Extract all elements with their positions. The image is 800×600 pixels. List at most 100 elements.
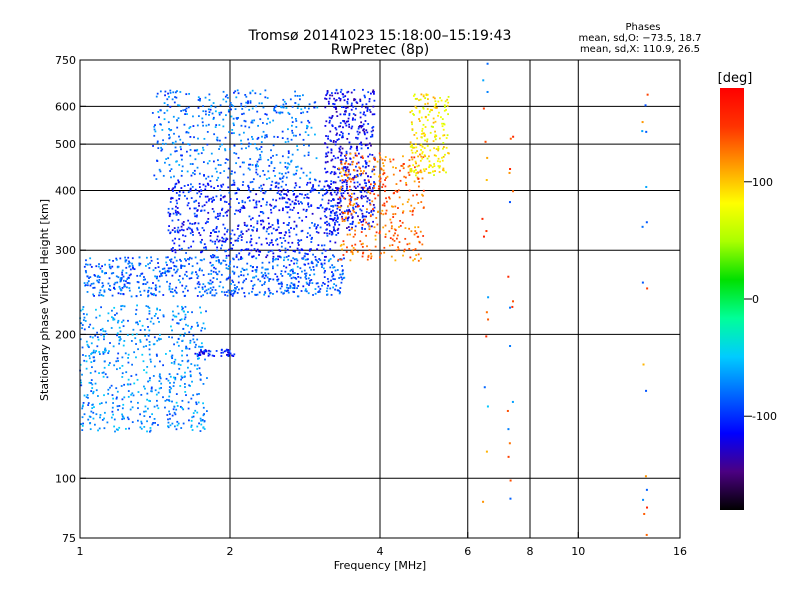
data-point	[282, 98, 285, 101]
data-point	[207, 108, 210, 111]
data-point	[394, 213, 397, 215]
data-point	[160, 149, 163, 152]
data-point	[325, 290, 328, 292]
data-point	[408, 174, 411, 176]
data-point	[211, 208, 214, 210]
data-point	[81, 424, 84, 427]
data-point	[276, 221, 279, 224]
data-point	[201, 121, 204, 124]
data-point	[244, 120, 247, 123]
data-point	[236, 228, 239, 230]
data-point	[486, 156, 489, 159]
data-point	[170, 260, 172, 263]
data-point	[215, 271, 217, 274]
data-point	[179, 334, 182, 337]
data-point	[644, 475, 647, 478]
data-point	[269, 249, 272, 252]
data-point	[286, 223, 289, 226]
data-point	[266, 227, 269, 230]
data-point	[98, 294, 100, 297]
data-point	[136, 304, 138, 307]
data-point	[147, 333, 150, 336]
data-point	[174, 378, 177, 381]
data-point	[230, 293, 233, 296]
data-point	[218, 261, 221, 264]
data-point	[227, 158, 229, 161]
data-point	[127, 383, 130, 386]
data-point	[341, 269, 344, 272]
data-point	[149, 358, 152, 361]
data-point	[230, 289, 233, 292]
data-point	[175, 96, 178, 99]
data-point	[384, 156, 387, 158]
data-point	[368, 212, 370, 214]
data-point	[343, 113, 345, 116]
data-point	[169, 232, 172, 235]
data-point	[356, 175, 359, 177]
data-point	[164, 161, 166, 164]
data-point	[356, 162, 358, 165]
data-point	[255, 165, 257, 168]
data-point	[101, 265, 103, 268]
data-point	[182, 223, 185, 226]
data-point	[261, 219, 264, 222]
y-tick-label: 500	[55, 138, 76, 151]
data-point	[169, 350, 171, 352]
data-point	[147, 407, 149, 410]
data-point	[233, 213, 236, 215]
data-point	[348, 194, 351, 197]
data-point	[284, 172, 287, 175]
data-point	[153, 336, 156, 339]
data-point	[190, 325, 193, 328]
data-point	[250, 280, 253, 282]
data-point	[445, 108, 447, 111]
data-point	[191, 416, 194, 419]
data-point	[372, 125, 375, 128]
data-point	[333, 191, 336, 194]
data-point	[93, 286, 96, 289]
data-point	[373, 99, 376, 102]
data-point	[244, 201, 247, 204]
data-point	[430, 125, 433, 128]
data-point	[103, 289, 106, 292]
data-point	[261, 187, 264, 190]
data-point	[222, 215, 225, 217]
data-point	[424, 103, 427, 105]
data-point	[212, 286, 215, 289]
data-point	[197, 115, 200, 118]
data-point	[172, 376, 175, 379]
data-point	[162, 294, 165, 296]
data-point	[408, 159, 411, 162]
data-point	[362, 113, 365, 116]
data-point	[284, 206, 287, 208]
data-point	[92, 411, 95, 414]
data-point	[304, 106, 306, 109]
data-point	[197, 354, 200, 357]
data-point	[104, 373, 107, 376]
data-point	[333, 221, 336, 224]
data-point	[287, 150, 290, 153]
data-point	[310, 279, 313, 281]
data-point	[178, 244, 181, 247]
data-point	[136, 419, 139, 422]
data-point	[237, 116, 240, 119]
data-point	[261, 284, 264, 287]
data-point	[291, 200, 294, 203]
data-point	[255, 269, 258, 271]
data-point	[389, 237, 392, 240]
data-point	[173, 264, 176, 267]
data-point	[352, 160, 354, 163]
data-point	[173, 362, 176, 365]
data-point	[102, 351, 105, 353]
data-point	[132, 266, 134, 269]
data-point	[249, 143, 252, 145]
data-point	[353, 192, 356, 195]
data-point	[391, 225, 393, 228]
data-point	[139, 329, 142, 332]
data-point	[150, 292, 152, 295]
data-point	[390, 227, 393, 230]
data-point	[117, 319, 120, 322]
data-point	[190, 397, 193, 400]
data-point	[331, 94, 334, 97]
data-point	[220, 111, 223, 114]
